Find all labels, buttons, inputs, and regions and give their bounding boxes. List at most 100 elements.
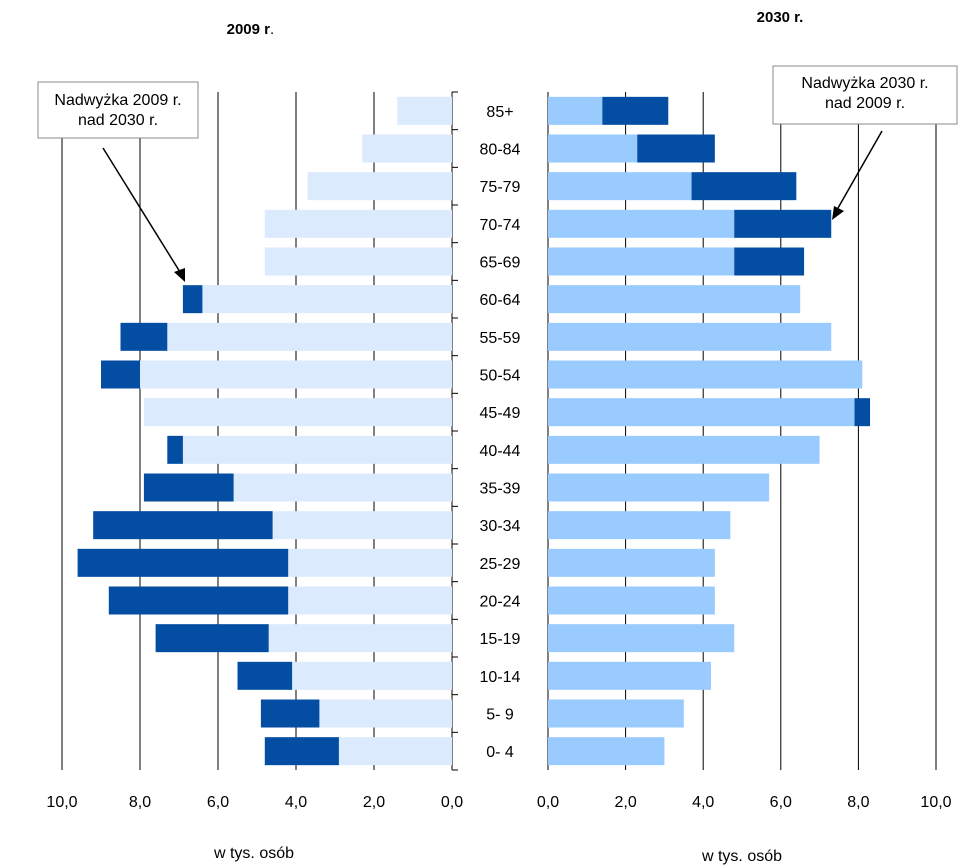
right-x-tick-label: 10,0 [920, 794, 951, 811]
right-bar-base [548, 96, 603, 125]
age-group-label: 10-14 [480, 669, 521, 686]
left-bar-surplus [260, 699, 320, 728]
left-bar-surplus [108, 586, 289, 615]
left-x-tick-label: 8,0 [129, 794, 151, 811]
right-bars [548, 96, 871, 766]
left-bar-surplus [143, 473, 234, 502]
right-bar-surplus [602, 96, 669, 125]
left-bar-surplus [155, 624, 269, 653]
right-bar-base [548, 322, 832, 351]
left-x-tick-label: 10,0 [46, 794, 77, 811]
left-x-tick-label: 2,0 [363, 794, 385, 811]
left-bar-surplus [93, 511, 273, 540]
age-group-label: 0- 4 [486, 744, 514, 761]
age-group-label: 70-74 [480, 217, 521, 234]
left-bar-base [292, 661, 452, 690]
right-bar-base [548, 624, 735, 653]
right-bar-base [548, 285, 801, 314]
age-group-label: 75-79 [480, 179, 521, 196]
right-bar-base [548, 209, 735, 238]
left-x-axis-label: w tys. osób [213, 845, 294, 862]
left-bar-base [268, 624, 452, 653]
right-bar-surplus [691, 172, 797, 201]
left-bar-base [288, 548, 452, 577]
right-bar-base [548, 737, 665, 766]
right-x-axis-label: w tys. osób [701, 848, 782, 865]
left-bar-surplus [237, 661, 293, 690]
left-bar-base [140, 360, 452, 389]
right-bar-base [548, 360, 863, 389]
left-bar-surplus [120, 322, 168, 351]
right-bar-base [548, 134, 638, 163]
left-bar-base [338, 737, 452, 766]
right-bar-surplus [734, 247, 805, 276]
right-bar-base [548, 661, 711, 690]
left-bar-base [264, 247, 452, 276]
left-bar-surplus [77, 548, 289, 577]
left-bar-surplus [167, 435, 183, 464]
left-x-tick-label: 4,0 [285, 794, 307, 811]
right-annotation-callout: Nadwyżka 2030 r. nad 2009 r. [772, 65, 958, 220]
right-bar-surplus [854, 398, 871, 427]
left-bar-base [288, 586, 452, 615]
right-bar-surplus [734, 209, 832, 238]
left-bar-base [264, 209, 452, 238]
left-bar-base [397, 96, 452, 125]
right-x-tick-label: 6,0 [770, 794, 792, 811]
right-bar-base [548, 699, 684, 728]
right-bar-base [548, 435, 820, 464]
age-group-label: 85+ [486, 104, 513, 121]
right-annotation-text: Nadwyżka 2030 r. nad 2009 r. [801, 75, 928, 112]
left-bar-base [143, 398, 452, 427]
right-bar-base [548, 548, 715, 577]
right-chart-title: 2030 r. [757, 9, 804, 26]
age-group-label: 15-19 [480, 631, 521, 648]
left-bar-base [167, 322, 453, 351]
left-gridlines [61, 91, 458, 771]
right-x-tick-label: 4,0 [692, 794, 714, 811]
left-bar-base [307, 172, 452, 201]
left-bar-base [272, 511, 452, 540]
left-x-tick-label: 0,0 [441, 794, 463, 811]
left-chart-title: 2009 r [227, 21, 271, 38]
age-group-label: 25-29 [480, 556, 521, 573]
left-bar-base [202, 285, 452, 314]
right-x-tick-label: 2,0 [614, 794, 636, 811]
right-bar-base [548, 511, 731, 540]
right-bar-base [548, 172, 692, 201]
left-bar-base [233, 473, 452, 502]
age-group-label: 65-69 [480, 255, 521, 272]
right-bar-base [548, 398, 855, 427]
left-bars [77, 96, 453, 766]
right-x-tick-label: 8,0 [847, 794, 869, 811]
right-bar-base [548, 247, 735, 276]
right-x-tick-label: 0,0 [537, 794, 559, 811]
age-group-label: 35-39 [480, 481, 521, 498]
age-group-labels: 85+ 80-84 75-79 70-74 65-69 60-64 55-59 50-54 45… [480, 104, 521, 761]
age-group-label: 60-64 [480, 292, 521, 309]
left-bar-base [319, 699, 452, 728]
left-bar-surplus [101, 360, 140, 389]
left-annotation-text: Nadwyżka 2009 r. nad 2030 r. [54, 92, 181, 129]
age-group-label: 5- 9 [486, 707, 514, 724]
age-group-label: 20-24 [480, 594, 521, 611]
age-group-label: 40-44 [480, 443, 521, 460]
age-group-label: 55-59 [480, 330, 521, 347]
left-annotation-callout: Nadwyżka 2009 r. nad 2030 r. [37, 81, 199, 282]
left-x-tick-label: 6,0 [207, 794, 229, 811]
left-bar-surplus [182, 285, 203, 314]
right-bar-surplus [637, 134, 715, 163]
right-bar-base [548, 586, 715, 615]
age-group-label: 30-34 [480, 518, 521, 535]
age-group-label: 50-54 [480, 368, 521, 385]
left-chart-title-suffix: . [270, 21, 274, 38]
left-bar-surplus [264, 737, 339, 766]
right-bar-base [548, 473, 770, 502]
left-x-tick-labels: 10,0 8,0 6,0 4,0 2,0 0,0 [46, 794, 463, 811]
left-bar-base [182, 435, 452, 464]
age-group-label: 80-84 [480, 142, 521, 159]
right-x-tick-labels: 0,0 2,0 4,0 6,0 8,0 10,0 [537, 794, 952, 811]
left-bar-base [362, 134, 452, 163]
right-gridlines [547, 92, 937, 770]
